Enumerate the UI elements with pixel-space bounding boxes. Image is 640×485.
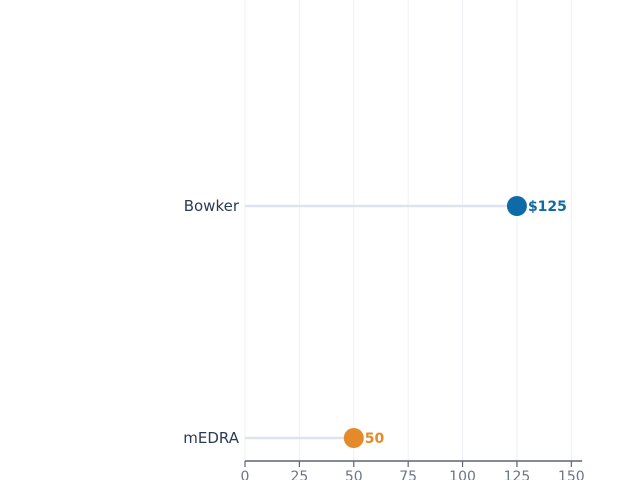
x-axis: 0 25 50 75 100 125 150 bbox=[241, 460, 585, 485]
x-tick-label-150: 150 bbox=[558, 469, 585, 480]
point-medra bbox=[343, 428, 364, 448]
stem-layer bbox=[245, 204, 517, 440]
x-tick-label-125: 125 bbox=[504, 469, 531, 480]
x-tick-label-0: 0 bbox=[241, 469, 250, 480]
x-tick-label-100: 100 bbox=[449, 469, 476, 480]
point-layer bbox=[343, 196, 527, 448]
grid-layer bbox=[244, 0, 572, 461]
value-label-bowker: $125 bbox=[528, 199, 567, 215]
category-label-medra: mEDRA bbox=[183, 429, 239, 447]
x-tick-label-75: 75 bbox=[399, 469, 417, 480]
category-label-bowker: Bowker bbox=[184, 197, 240, 215]
point-bowker bbox=[506, 196, 527, 216]
x-tick-label-50: 50 bbox=[345, 469, 363, 480]
x-tick-label-25: 25 bbox=[290, 469, 308, 480]
label-layer: Bowker $125 mEDRA 50 bbox=[183, 197, 567, 447]
value-label-medra: 50 bbox=[365, 431, 385, 447]
